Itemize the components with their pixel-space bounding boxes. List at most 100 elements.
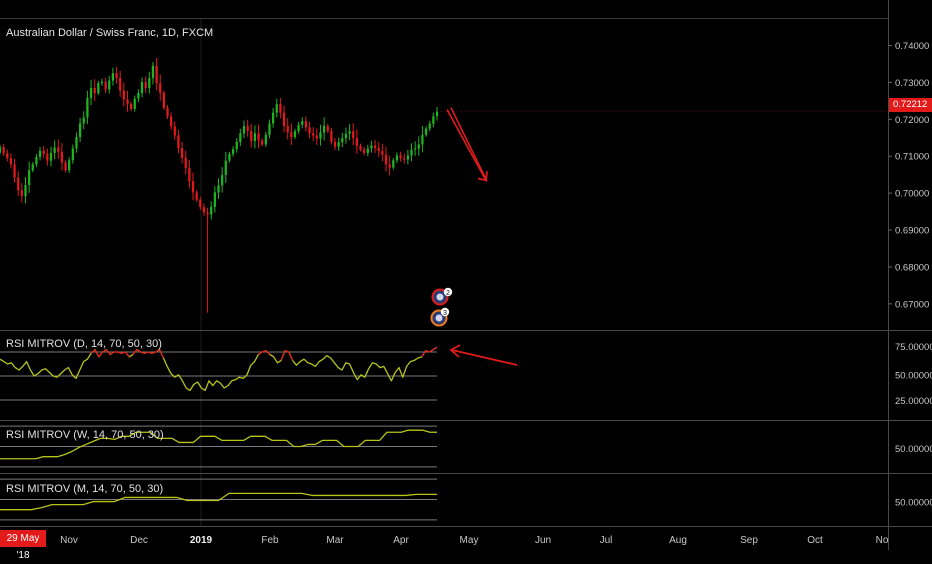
candle-body-up (395, 155, 399, 161)
candle-body-down (315, 135, 318, 139)
time-tick-label: Sep (740, 535, 758, 546)
event-count-badge (443, 287, 453, 297)
rsi-overbought-segment (151, 351, 156, 354)
candle-body-up (49, 152, 53, 161)
candle-body-up (71, 148, 74, 161)
candle-body-up (228, 154, 231, 161)
candle-body-up (151, 65, 155, 78)
rsi-overbought-segment (284, 350, 289, 353)
chart-canvas[interactable]: 0.74000 0.73000 0.72000 0.71000 0.70000 0.690… (0, 0, 932, 550)
candle-body-down (173, 126, 176, 136)
candle-body-up (137, 93, 140, 99)
candle-body-up (235, 141, 238, 150)
candle-body-up (301, 121, 304, 125)
candle-body-down (57, 147, 60, 152)
candle-body-down (377, 148, 380, 152)
candle-body-down (403, 158, 406, 160)
candle-body-down (304, 121, 308, 128)
candle-body-down (20, 190, 23, 197)
rsi-overbought-segment (159, 349, 164, 359)
candle-body-down (250, 131, 253, 142)
rsi-overbought-segment (136, 349, 141, 353)
candle-body-up (31, 164, 34, 171)
candle-body-up (35, 156, 38, 165)
rsi-line (0, 346, 438, 392)
candle-body-down (42, 150, 45, 155)
candle-body-down (199, 199, 202, 208)
candle-body-up (297, 124, 300, 132)
candle-body-down (9, 158, 13, 165)
candle-body-up (417, 144, 420, 149)
candle-body-up (275, 104, 278, 113)
candle-body-up (68, 160, 71, 171)
candle-body-down (352, 131, 355, 139)
candle-body-down (13, 164, 16, 178)
candle-body-up (100, 81, 104, 84)
time-tick-label: Dec (130, 535, 148, 546)
crosshair-date-badge: 29 May '18 (0, 530, 46, 561)
projection-arrow-line (446, 109, 487, 181)
candle-body-up (140, 82, 144, 94)
candle-body-down (333, 141, 337, 147)
rsi-pane (0, 346, 438, 401)
candle-body-down (17, 177, 20, 191)
time-tick-label: 2019 (190, 535, 213, 546)
pointer-arrow-head (449, 344, 461, 358)
candle-body-down (155, 65, 158, 84)
candle-body-up (366, 148, 369, 153)
rsi-overbought-segment (140, 351, 145, 354)
candle-body-down (257, 133, 260, 141)
candle-body-down (126, 99, 129, 104)
time-tick-label: May (460, 535, 479, 546)
candle-body-up (0, 146, 2, 153)
pane-separators (0, 0, 932, 550)
rsi-panes (0, 346, 438, 521)
rsi-overbought-segment (105, 349, 111, 355)
event-count-badge (440, 307, 450, 317)
pointer-arrow-line (451, 349, 518, 366)
projection-arrow-line (450, 107, 488, 182)
time-tick-label: Oct (807, 535, 823, 546)
rsi-pane (0, 478, 437, 521)
candle-body-down (282, 112, 286, 126)
candle-body-up (341, 138, 344, 143)
candle-body-up (421, 134, 424, 145)
candle-body-up (86, 97, 89, 118)
candle-body-down (184, 157, 187, 169)
candle-body-down (159, 83, 162, 93)
candle-body-down (290, 132, 293, 138)
candle-body-down (2, 146, 5, 154)
candle-body-up (268, 123, 271, 135)
candle-body-down (104, 81, 107, 90)
candle-body-down (355, 138, 359, 146)
candle-body-down (388, 164, 391, 168)
candle-body-down (144, 82, 147, 88)
candle-body-up (424, 128, 428, 135)
candle-body-up (108, 80, 111, 90)
candle-body-up (231, 149, 235, 155)
candle-body-up (221, 175, 224, 186)
candle-body-up (410, 149, 413, 156)
rsi-overbought-segment (155, 349, 160, 353)
rsi-overbought-segment (102, 349, 107, 353)
rsi-line (0, 429, 437, 460)
candle-body-down (119, 77, 122, 91)
candle-body-down (60, 151, 64, 163)
candle-body-up (53, 147, 56, 153)
rsi-overbought-segment (121, 351, 126, 354)
candle-body-down (188, 168, 191, 182)
candle-body-down (122, 90, 125, 100)
rsi-overbought-segment (421, 350, 427, 358)
candle-body-up (38, 150, 42, 157)
rsi-overbought-segment (265, 350, 271, 355)
rsi-line (0, 492, 437, 511)
chart-title: Australian Dollar / Swiss Franc, 1D, FXC… (6, 27, 214, 39)
price-tick-label: 0.67000 (895, 299, 929, 310)
candle-body-up (24, 185, 27, 197)
candle-body-up (111, 73, 115, 81)
rsi-monthly-title: RSI MITROV (M, 14, 70, 50, 30) (6, 483, 164, 495)
rsi-pane (0, 425, 437, 468)
projection-arrow-head (477, 171, 488, 182)
candle-body-down (115, 73, 118, 78)
